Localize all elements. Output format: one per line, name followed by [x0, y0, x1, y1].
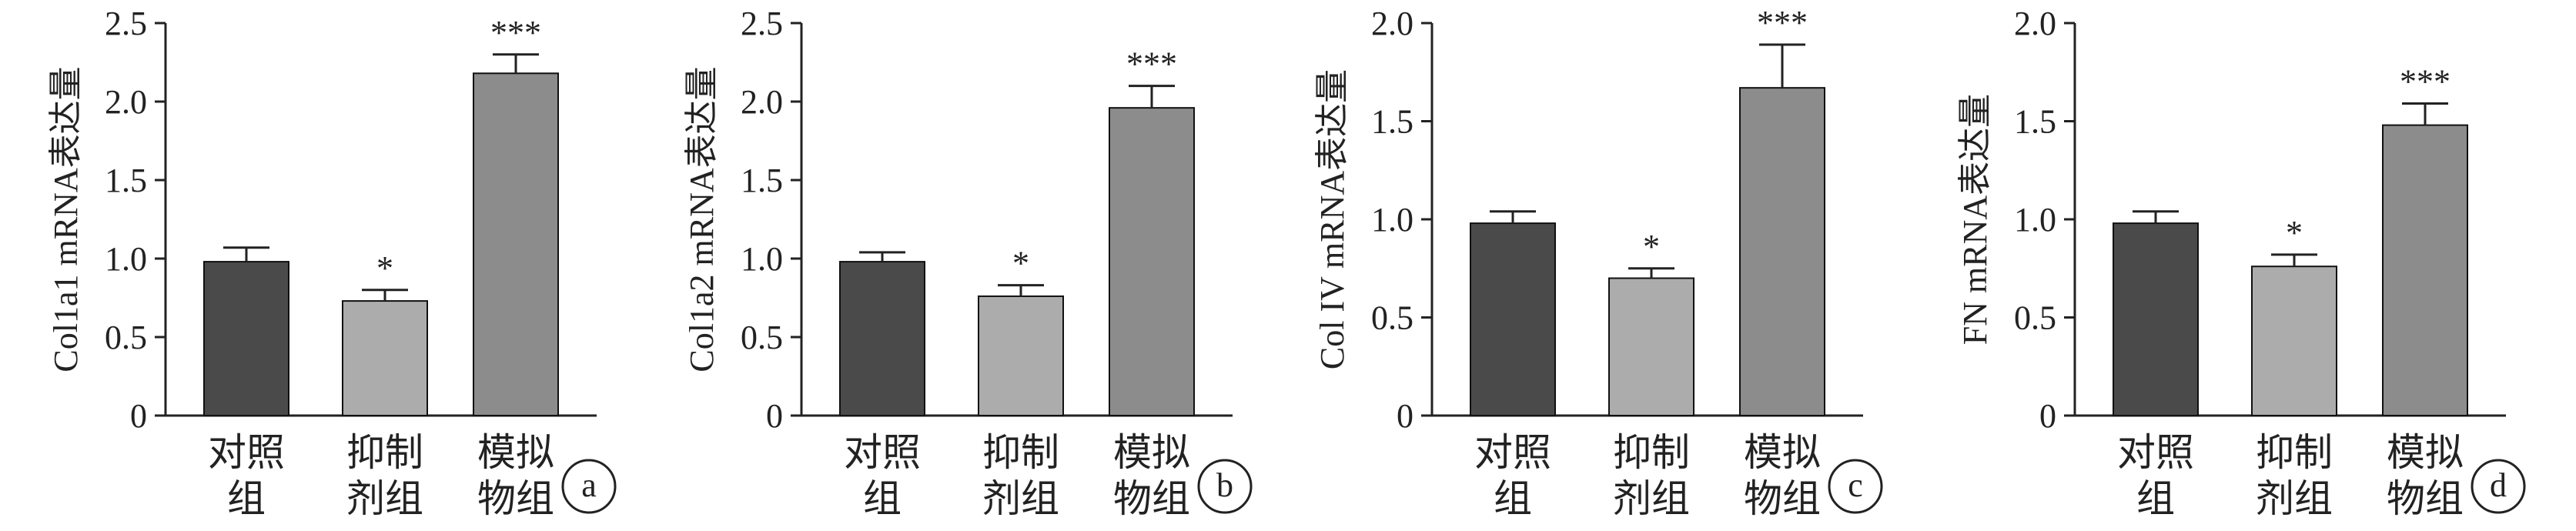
category-label: 剂组	[1613, 476, 1690, 521]
panel-letter: d	[2490, 466, 2507, 504]
category-label: 组	[1494, 476, 1532, 521]
bar	[1739, 87, 1825, 417]
y-tick-label: 2.0	[1371, 5, 1413, 42]
bar	[2113, 222, 2199, 416]
category-label: 对照	[844, 430, 921, 475]
bar	[473, 72, 559, 416]
y-tick-label: 0.5	[2014, 299, 2056, 337]
y-tick-label: 1.5	[2014, 103, 2056, 141]
significance-marker: *	[1012, 245, 1029, 282]
y-tick-label: 1.5	[105, 162, 147, 199]
category-label: 剂组	[346, 476, 423, 521]
category-label: 组	[227, 476, 266, 521]
category-label: 对照	[2117, 430, 2194, 475]
category-label: 物组	[1744, 476, 1821, 521]
y-tick-label: 2.0	[105, 83, 147, 121]
category-label: 抑制	[1613, 430, 1690, 475]
category-label: 模拟	[1744, 430, 1821, 475]
y-tick-label: 2.0	[741, 83, 783, 121]
y-tick-label: 1.0	[741, 240, 783, 278]
y-tick-label: 1.0	[1371, 201, 1413, 239]
significance-marker: *	[376, 249, 393, 287]
category-label: 抑制	[982, 430, 1059, 475]
y-tick-label: 1.0	[2014, 201, 2056, 239]
category-label: 对照	[1474, 430, 1551, 475]
y-tick-label: 0	[130, 397, 147, 435]
category-label: 物组	[1113, 476, 1190, 521]
bar	[2382, 124, 2468, 416]
y-tick-label: 1.5	[1371, 103, 1413, 141]
panel-badge	[561, 459, 617, 514]
category-label: 剂组	[982, 476, 1059, 521]
bar	[839, 261, 925, 416]
significance-marker: ***	[490, 14, 541, 52]
y-tick-label: 0	[1397, 397, 1413, 435]
bar	[1608, 277, 1694, 416]
y-tick-label: 1.0	[105, 240, 147, 278]
bar	[1470, 222, 1556, 416]
category-label: 对照	[208, 430, 285, 475]
y-tick-label: 2.5	[741, 5, 783, 42]
category-label: 模拟	[1113, 430, 1190, 475]
category-label: 模拟	[2387, 430, 2464, 475]
category-label: 组	[2136, 476, 2175, 521]
panel-badge	[1828, 459, 1883, 514]
significance-marker: ***	[2400, 63, 2451, 101]
y-axis-title: Col1a2 mRNA表达量	[683, 66, 721, 372]
category-label: 组	[863, 476, 902, 521]
panel-badge	[1197, 459, 1253, 514]
y-tick-label: 0	[2039, 397, 2056, 435]
bar	[1109, 107, 1195, 416]
category-label: 抑制	[346, 430, 423, 475]
bar	[203, 261, 289, 416]
bar	[2251, 266, 2337, 417]
category-label: 模拟	[477, 430, 554, 475]
y-axis-title: FN mRNA表达量	[1956, 94, 1994, 345]
y-tick-label: 0	[766, 397, 783, 435]
bar	[978, 295, 1064, 416]
significance-marker: *	[2286, 214, 2303, 252]
y-tick-label: 0.5	[741, 319, 783, 356]
y-tick-label: 0.5	[1371, 299, 1413, 337]
panel-letter: c	[1848, 466, 1863, 504]
significance-marker: *	[1643, 228, 1660, 266]
y-tick-label: 0.5	[105, 319, 147, 356]
y-tick-label: 2.5	[105, 5, 147, 42]
panel-badge	[2471, 459, 2526, 514]
panel-letter: b	[1216, 466, 1233, 504]
y-axis-title: Col IV mRNA表达量	[1313, 69, 1351, 369]
category-label: 抑制	[2256, 430, 2333, 475]
category-label: 物组	[2387, 476, 2464, 521]
y-tick-label: 2.0	[2014, 5, 2056, 42]
category-label: 剂组	[2256, 476, 2333, 521]
y-tick-label: 1.5	[741, 162, 783, 199]
significance-marker: ***	[1757, 4, 1808, 42]
category-label: 物组	[477, 476, 554, 521]
bar	[342, 300, 428, 416]
significance-marker: ***	[1126, 45, 1177, 83]
y-axis-title: Col1a1 mRNA表达量	[47, 66, 85, 372]
panel-letter: a	[581, 466, 597, 504]
